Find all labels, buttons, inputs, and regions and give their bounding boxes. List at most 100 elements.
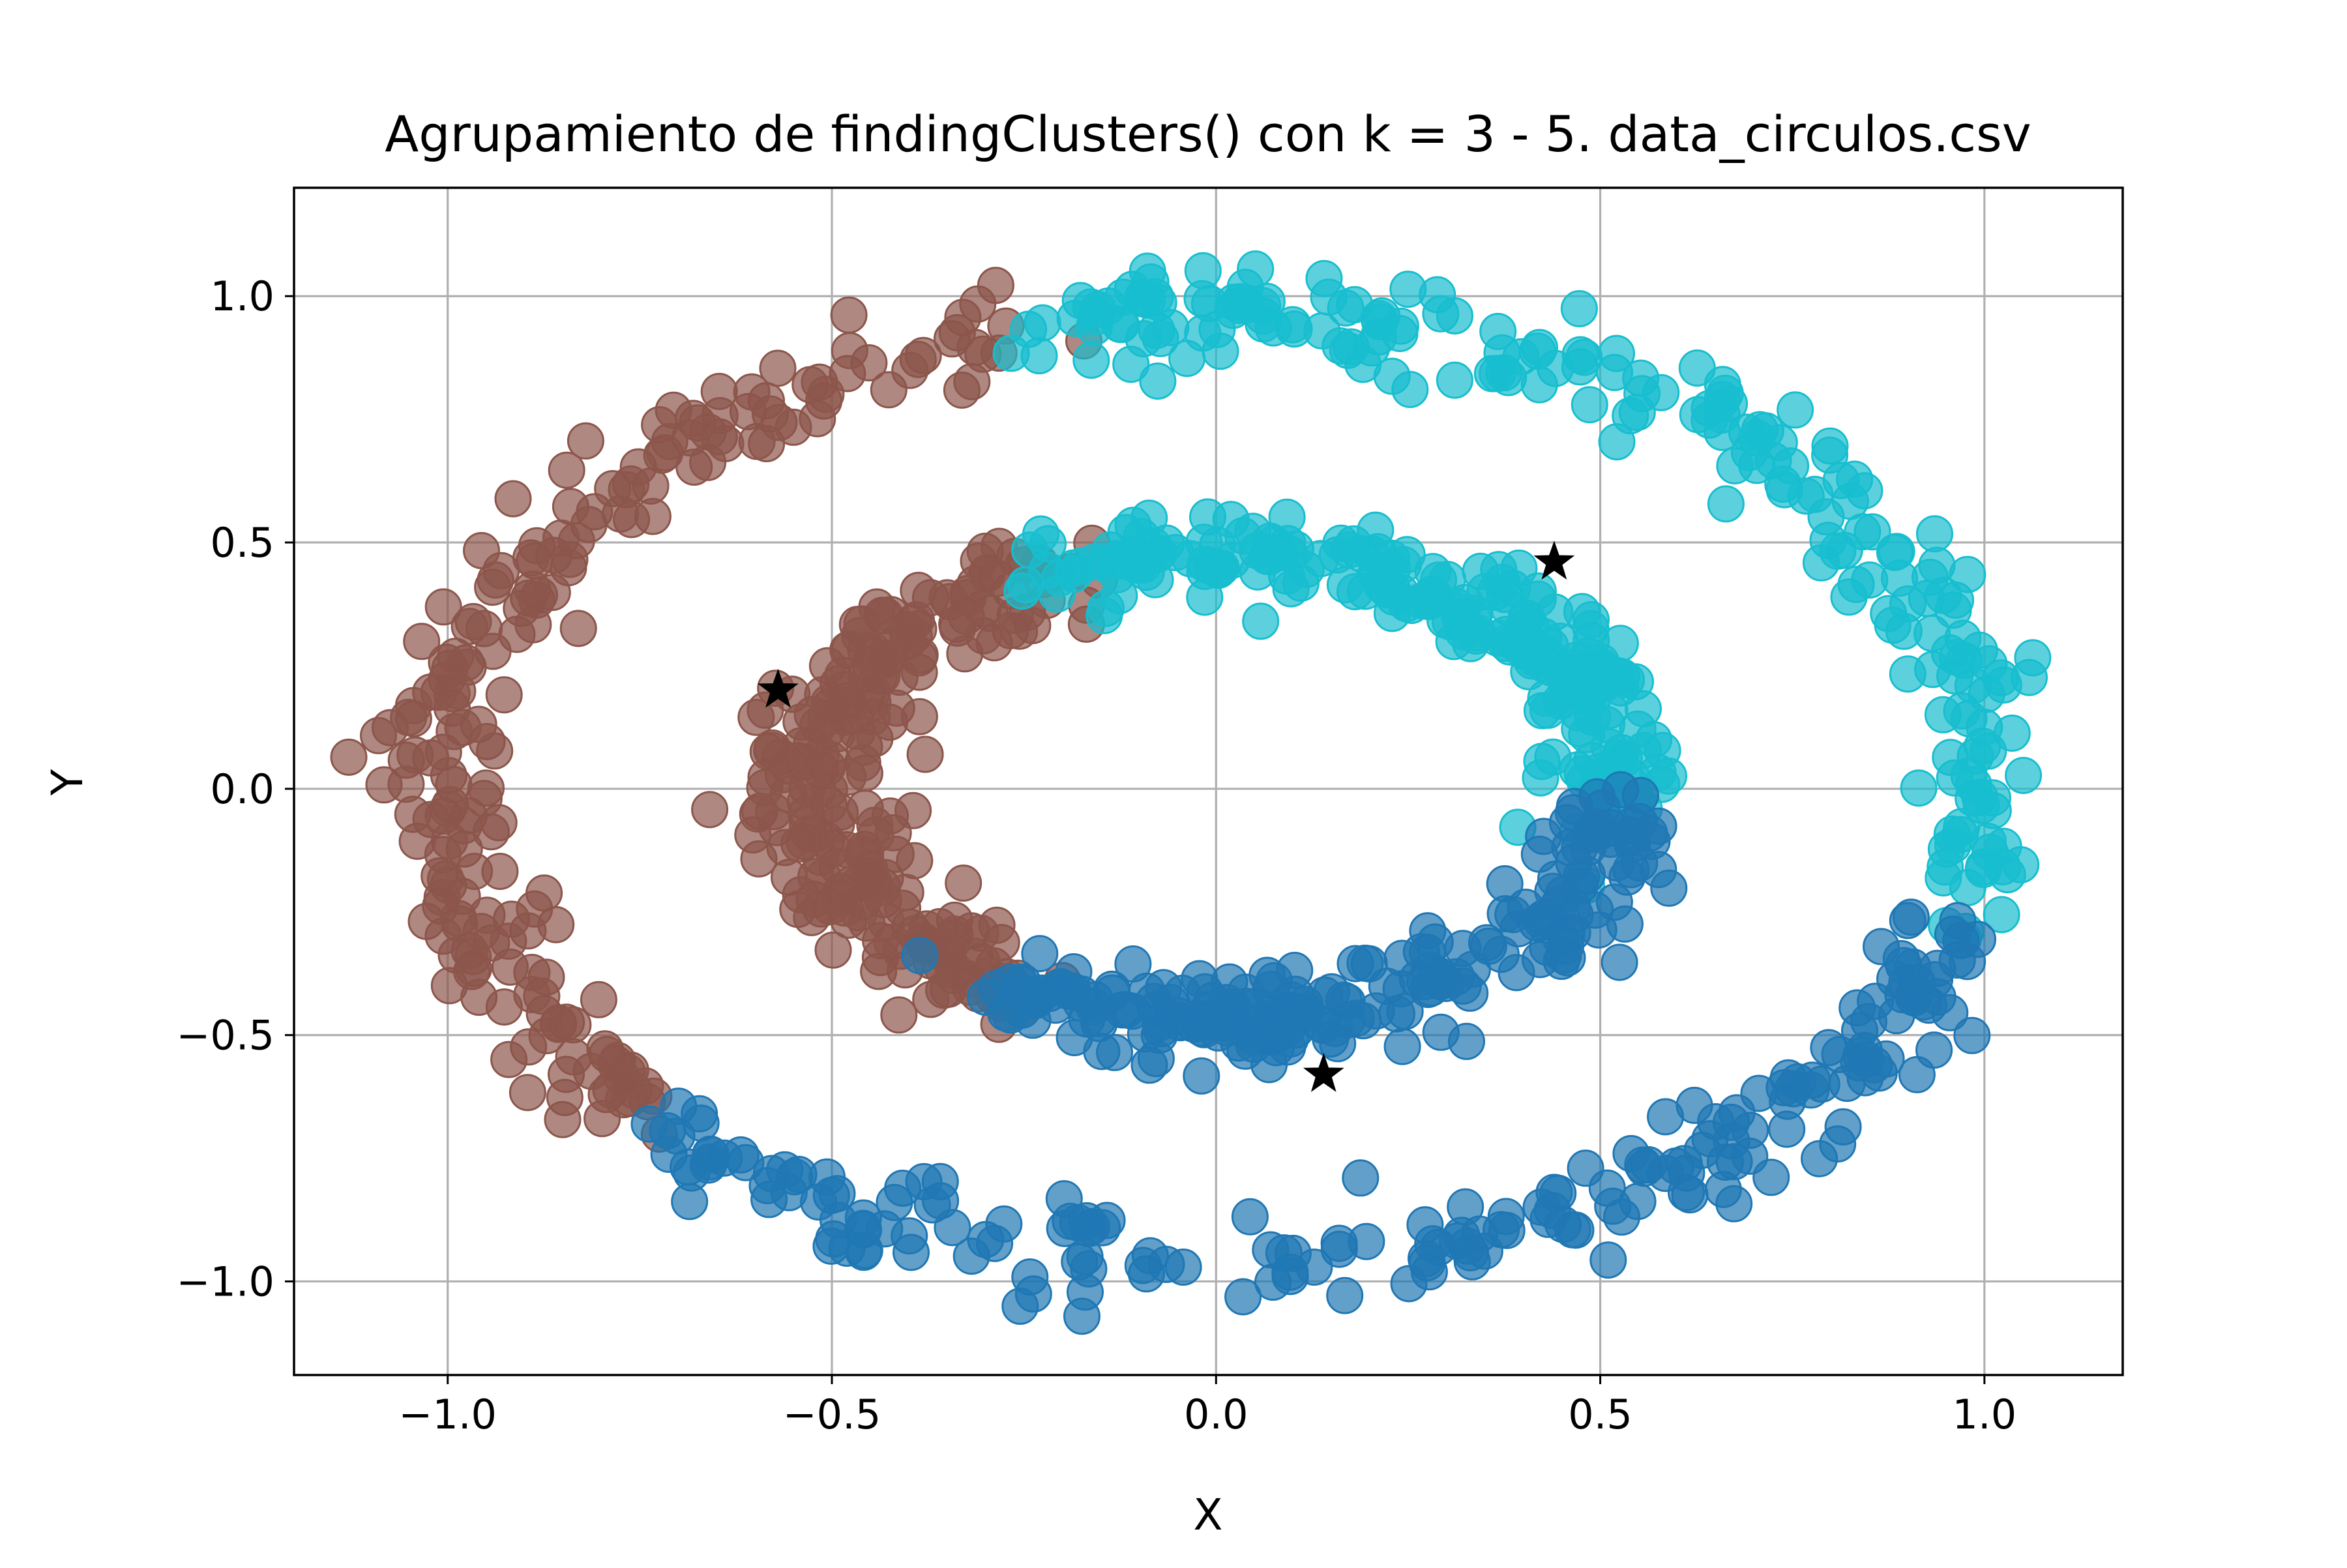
data-point <box>1436 361 1473 399</box>
data-point <box>1683 1131 1721 1169</box>
data-point <box>1537 860 1574 898</box>
data-point <box>912 981 950 1018</box>
data-point <box>567 422 604 460</box>
y-tick-label: 1.0 <box>210 273 274 320</box>
data-point <box>2014 639 2052 677</box>
y-tick-label: 0.0 <box>210 765 274 813</box>
data-point <box>1342 1159 1380 1197</box>
data-point <box>1916 515 1953 553</box>
data-point <box>1184 252 1222 289</box>
data-point <box>1168 340 1206 377</box>
data-point <box>1819 532 1857 570</box>
data-point <box>1402 933 1440 971</box>
data-point <box>1226 1032 1264 1070</box>
data-point <box>398 822 436 860</box>
data-point <box>807 376 845 413</box>
y-axis-label: Y <box>42 769 93 796</box>
data-point <box>1428 561 1466 599</box>
data-point <box>1139 362 1177 400</box>
data-point <box>548 451 585 489</box>
data-point <box>1912 559 1949 596</box>
data-point <box>1128 1255 1165 1293</box>
data-point <box>1508 600 1546 638</box>
data-point <box>1336 286 1374 323</box>
data-point <box>1558 751 1596 789</box>
data-point <box>831 332 868 370</box>
data-point <box>906 735 944 773</box>
data-point <box>437 638 475 675</box>
data-point <box>1777 391 1814 429</box>
data-point <box>1715 1143 1753 1181</box>
data-point <box>1561 710 1599 748</box>
data-point <box>967 1220 1005 1258</box>
data-point <box>1127 1015 1164 1053</box>
data-point <box>1601 943 1638 981</box>
data-point <box>1898 964 1936 1002</box>
data-point <box>1320 1230 1358 1268</box>
data-point <box>509 1074 546 1112</box>
data-point <box>1821 1035 1859 1073</box>
data-point <box>1707 485 1745 523</box>
data-point <box>1601 625 1639 662</box>
data-point <box>1915 1031 1953 1069</box>
data-point <box>544 1101 582 1138</box>
data-point <box>1572 601 1610 638</box>
data-point <box>1151 984 1189 1022</box>
data-point <box>1136 278 1174 316</box>
data-point <box>1252 971 1290 1008</box>
data-point <box>945 865 982 902</box>
data-point <box>1319 1025 1357 1063</box>
data-point <box>727 1144 765 1181</box>
data-point <box>1594 1187 1632 1225</box>
data-point <box>1943 692 1981 730</box>
data-point <box>1983 896 2020 934</box>
data-point <box>1716 447 1754 484</box>
data-point <box>804 859 842 896</box>
data-point <box>1011 531 1048 569</box>
data-point <box>1468 924 1505 962</box>
data-point <box>737 698 775 736</box>
data-point <box>1187 545 1224 583</box>
data-point <box>1837 565 1875 603</box>
data-point <box>435 713 473 750</box>
data-point <box>1422 963 1460 1000</box>
data-point <box>1984 848 2022 885</box>
data-point <box>1544 1206 1582 1243</box>
data-point <box>1925 859 1962 896</box>
data-point <box>467 769 505 807</box>
data-point <box>1083 1033 1121 1071</box>
data-point <box>1326 1277 1364 1314</box>
data-point <box>1622 777 1659 814</box>
data-point <box>1772 447 1810 485</box>
data-point <box>1269 1009 1306 1046</box>
data-point <box>847 836 885 874</box>
data-point <box>1449 1227 1486 1265</box>
data-point <box>559 610 597 647</box>
data-point <box>1575 814 1613 852</box>
data-point <box>1130 1046 1168 1084</box>
data-point <box>1134 527 1172 565</box>
data-point <box>896 842 934 880</box>
data-point <box>604 1059 642 1097</box>
data-point <box>1087 545 1125 583</box>
data-point <box>1502 338 1540 376</box>
data-point <box>830 296 868 334</box>
data-point <box>521 576 558 614</box>
data-point <box>1801 1140 1838 1177</box>
data-point <box>1001 612 1039 650</box>
data-point <box>812 741 849 778</box>
data-point <box>360 717 397 754</box>
data-point <box>1803 1065 1840 1103</box>
data-point <box>1885 612 1923 650</box>
data-point <box>650 1136 688 1173</box>
data-point <box>754 729 791 767</box>
data-point <box>1224 517 1262 555</box>
data-point <box>1985 666 2022 704</box>
data-point <box>528 1017 566 1054</box>
data-point <box>1949 555 1986 593</box>
data-point <box>1408 1244 1446 1282</box>
data-point <box>1125 320 1162 357</box>
data-point <box>700 372 738 410</box>
data-point <box>1322 524 1360 562</box>
